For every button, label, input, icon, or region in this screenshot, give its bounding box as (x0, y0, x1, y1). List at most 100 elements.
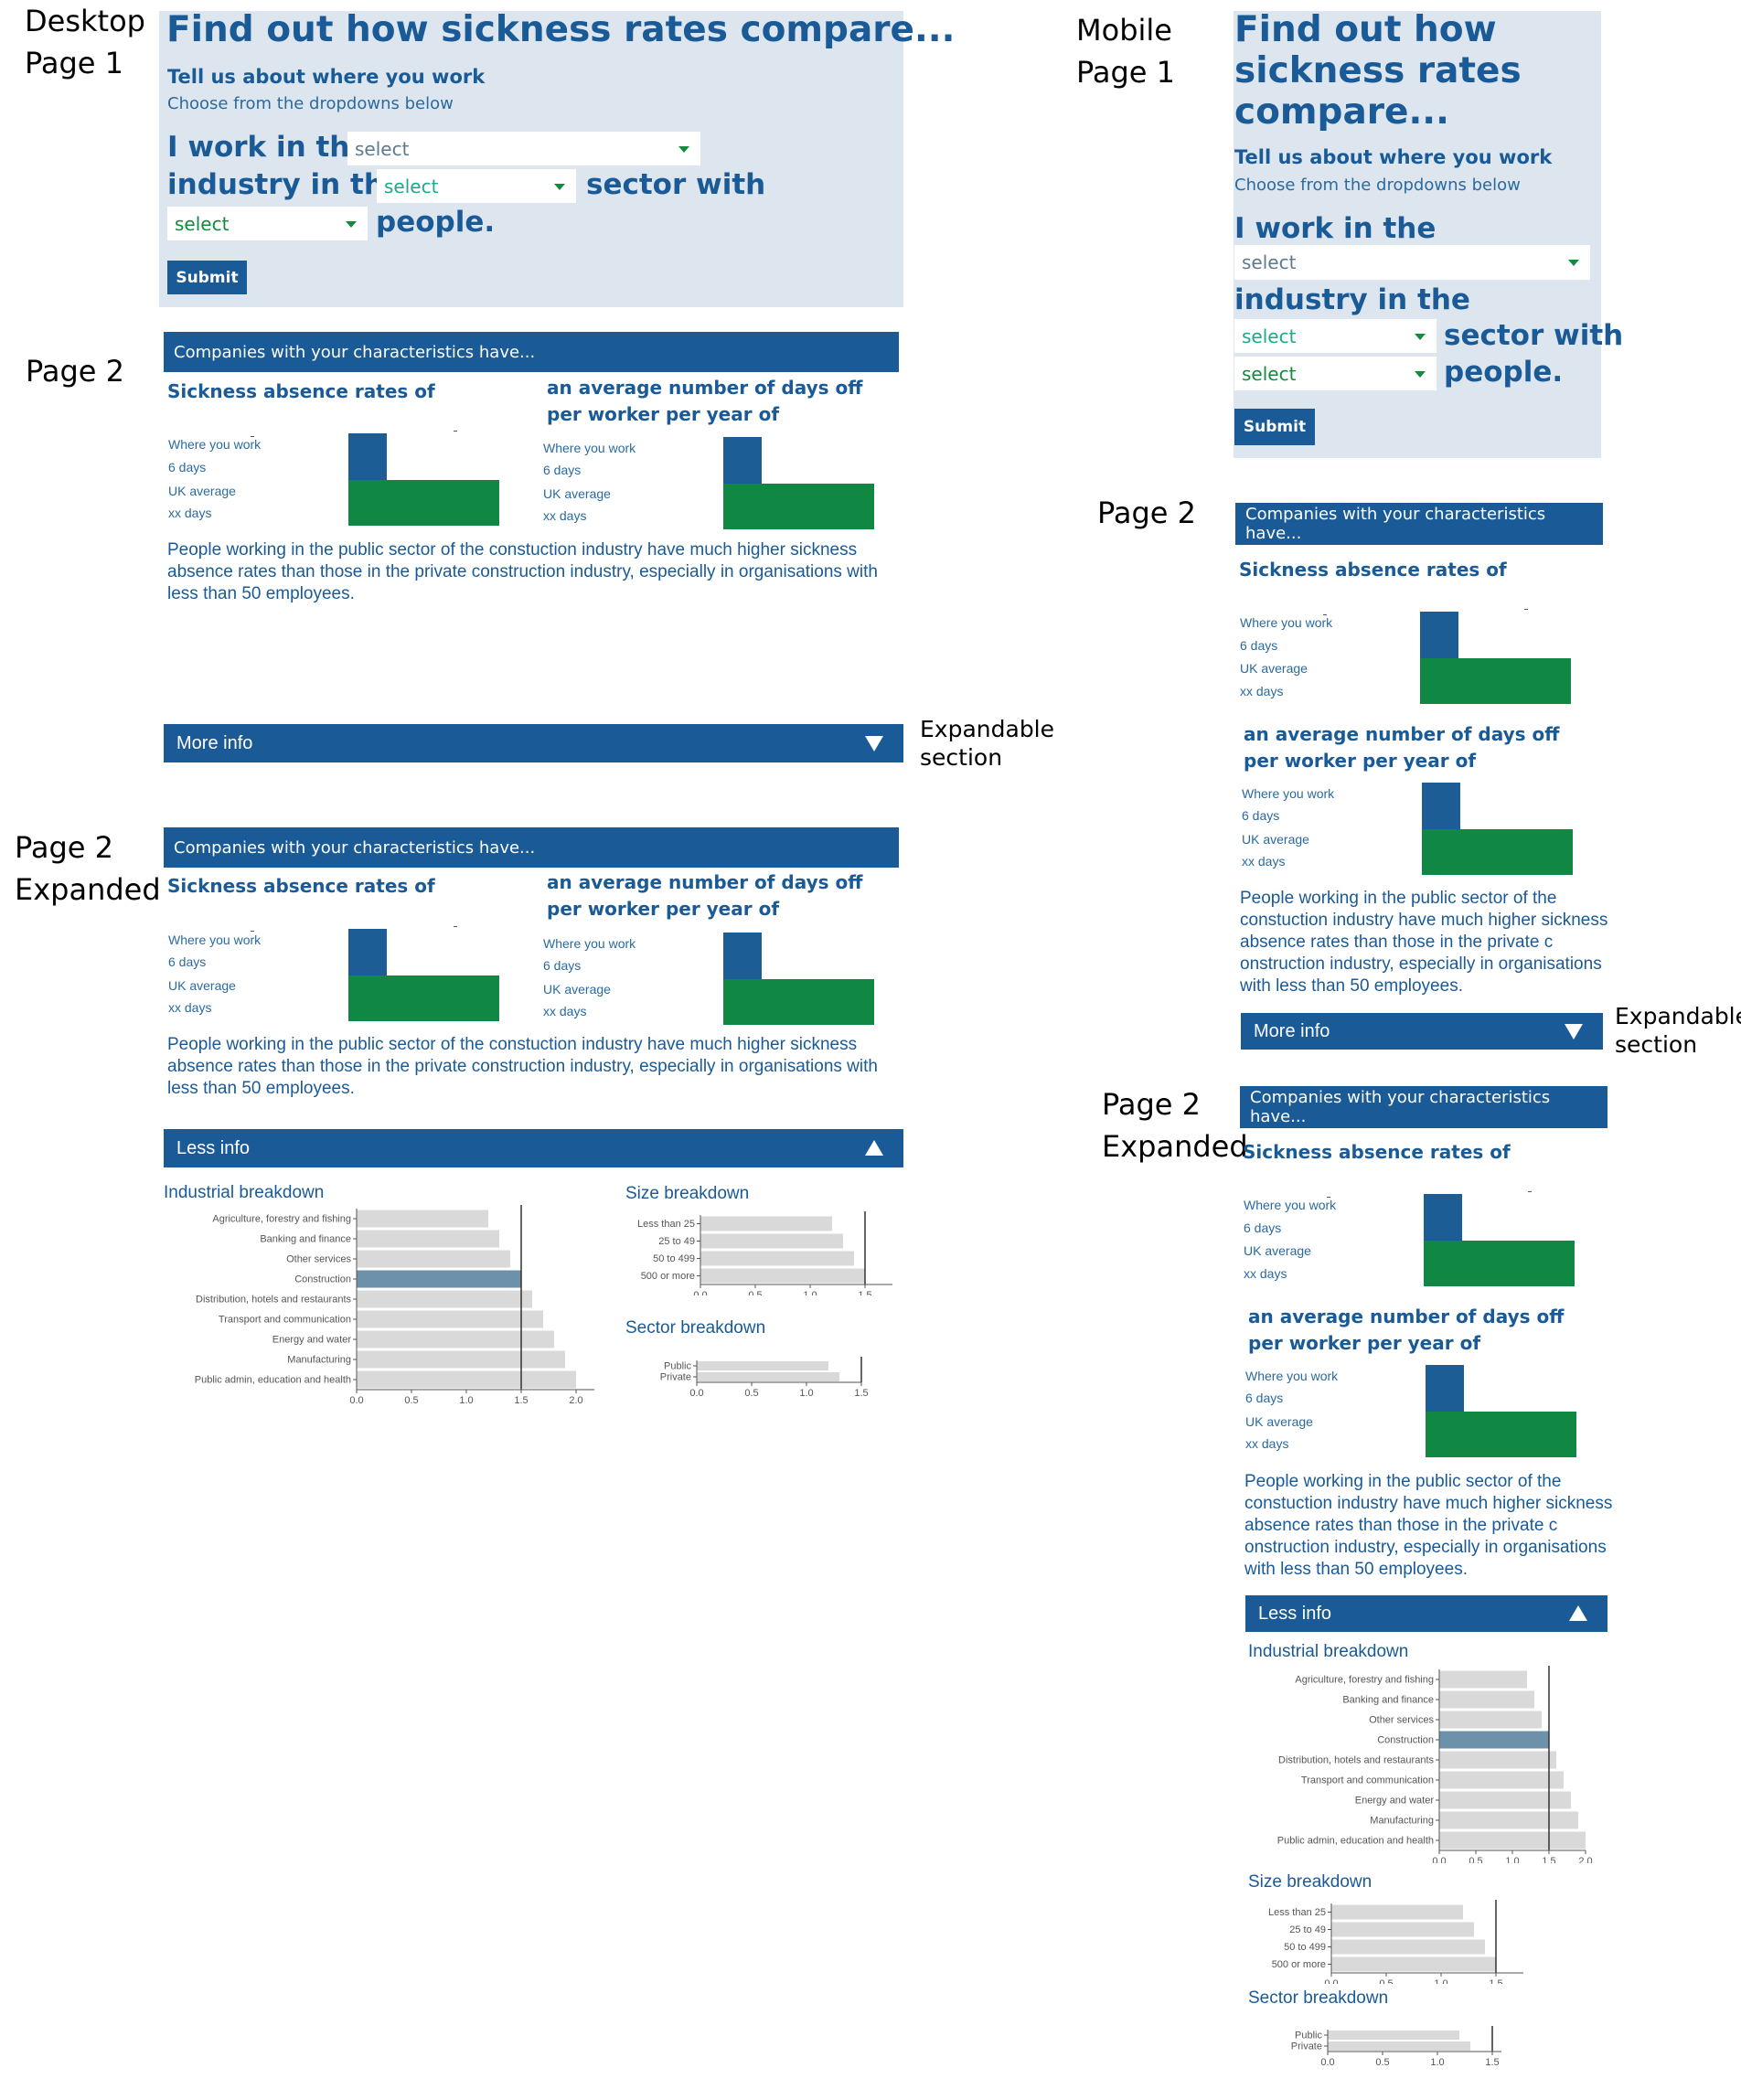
category-label: 25 to 49 (658, 1236, 695, 1247)
category-label: 50 to 499 (1284, 1942, 1326, 1953)
tick-label: 1.0 (1505, 1856, 1519, 1863)
sentence-people: people. (1444, 356, 1564, 389)
tick-label: 0.5 (404, 1395, 418, 1406)
category-label: Less than 25 (637, 1219, 695, 1230)
sector-select[interactable]: select (1234, 319, 1437, 353)
chevron-down-icon (554, 183, 565, 190)
bar (1328, 2031, 1459, 2040)
tick-label: 0.5 (1379, 1978, 1393, 1984)
bar (1328, 2041, 1470, 2051)
tick-label: 2.0 (569, 1395, 582, 1406)
bar (1331, 1956, 1496, 1972)
days-uk-average-label: UK average (1242, 832, 1309, 847)
sentence-sector-with: sector with (586, 168, 766, 201)
category-label: Transport and communication (1301, 1775, 1434, 1786)
where-you-work-bar (1420, 612, 1458, 658)
tick-mark (454, 431, 457, 432)
size-select[interactable]: select (1234, 357, 1437, 390)
bar (357, 1290, 532, 1308)
summary-paragraph: People working in the public sector of t… (1240, 889, 1608, 996)
days-heading: an average number of days off per worker… (1248, 1306, 1565, 1354)
category-label: Other services (286, 1254, 351, 1265)
bar (357, 1310, 543, 1328)
uk-average-label: UK average (168, 484, 236, 498)
sentence-industry-in: industry in the (167, 168, 403, 201)
where-you-work-bar (348, 433, 387, 480)
category-label: Public admin, education and health (1277, 1836, 1434, 1847)
uk-average-bar (1420, 658, 1571, 704)
bar (1439, 1731, 1549, 1749)
category-label: Manufacturing (1370, 1816, 1434, 1827)
uk-average-label: UK average (168, 978, 236, 993)
bar (1439, 1711, 1542, 1729)
category-label: Distribution, hotels and restaurants (196, 1295, 351, 1306)
bar (697, 1361, 828, 1370)
more-info-label: More info (1254, 1020, 1330, 1041)
tick-label: 0.5 (748, 1290, 762, 1295)
category-label: Manufacturing (287, 1355, 351, 1366)
days-where-you-work-bar (723, 437, 762, 484)
tick-label: 1.0 (1430, 2057, 1444, 2068)
industry-select-value: select (355, 137, 410, 160)
category-label: Energy and water (1355, 1796, 1435, 1807)
category-label: Public (1295, 2031, 1322, 2041)
tick-label: 0.0 (689, 1388, 703, 1399)
note-expandable-desktop: Expandable section (920, 716, 1055, 771)
submit-button[interactable]: Submit (1234, 409, 1315, 445)
uk-average-label: UK average (1240, 661, 1308, 676)
industrial-breakdown-chart: Agriculture, forestry and fishing Banking… (195, 1205, 594, 1406)
less-info-toggle[interactable]: Less info (1245, 1595, 1607, 1632)
sentence-industry-in: industry in the (1234, 283, 1470, 316)
category-label: Energy and water (272, 1335, 352, 1346)
page-title: Find out how sickness rates compare... (1234, 9, 1522, 133)
days-where-you-work-bar (1422, 783, 1460, 829)
tick-label: 1.0 (1434, 1978, 1447, 1984)
category-label: 25 to 49 (1289, 1924, 1326, 1935)
more-info-toggle[interactable]: More info (1241, 1013, 1603, 1050)
category-label: Private (660, 1372, 691, 1383)
tick-label: 1.5 (514, 1395, 528, 1406)
category-label: Agriculture, forestry and fishing (1295, 1675, 1434, 1686)
bar (1331, 1939, 1485, 1955)
size-select[interactable]: select (167, 207, 368, 240)
tick-mark (1524, 609, 1528, 610)
industrial-breakdown-chart: Agriculture, forestry and fishing Banking… (1277, 1666, 1593, 1863)
sickness-heading: Sickness absence rates of (167, 875, 435, 897)
days-uk-average-bar (723, 484, 874, 529)
chevron-down-icon (1568, 260, 1579, 266)
category-label: Less than 25 (1268, 1907, 1326, 1918)
where-you-work-bar (1424, 1194, 1462, 1241)
less-info-toggle[interactable]: Less info (164, 1129, 903, 1167)
sickness-heading: Sickness absence rates of (167, 380, 435, 402)
category-label: Banking and finance (260, 1234, 351, 1245)
submit-button[interactable]: Submit (167, 261, 247, 294)
less-info-label: Less info (1258, 1603, 1332, 1624)
days-where-you-work-value: 6 days (1245, 1391, 1284, 1405)
category-label: Transport and communication (219, 1315, 351, 1326)
form-subtitle: Tell us about where you work (1234, 146, 1553, 168)
days-where-you-work-bar (723, 933, 762, 979)
sentence-i-work-in: I work in the (1234, 212, 1437, 245)
triangle-down-icon (865, 736, 883, 752)
sickness-heading: Sickness absence rates of (1243, 1141, 1511, 1163)
sector-select[interactable]: select (377, 169, 576, 203)
more-info-toggle[interactable]: More info (164, 724, 903, 762)
tick-label: 1.5 (1489, 1978, 1502, 1984)
chevron-down-icon (1415, 370, 1426, 378)
where-you-work-label: Where you work (168, 437, 262, 452)
note-desktop-page2-expanded: Page 2 Expanded (15, 830, 161, 907)
size-breakdown-title: Size breakdown (1248, 1872, 1373, 1892)
days-where-you-work-value: 6 days (543, 463, 582, 477)
tick-label: 0.5 (1375, 2057, 1389, 2068)
results-header: Companies with your characteristics have… (1240, 1086, 1607, 1128)
bar (1439, 1690, 1534, 1709)
days-uk-average-label: UK average (1245, 1414, 1313, 1429)
industry-select[interactable]: select (1234, 245, 1590, 280)
uk-average-label: UK average (1244, 1243, 1311, 1258)
days-where-you-work-label: Where you work (543, 441, 636, 455)
industry-select[interactable]: select (347, 132, 700, 165)
form-hint: Choose from the dropdowns below (1234, 176, 1521, 195)
triangle-up-icon (1569, 1605, 1587, 1621)
